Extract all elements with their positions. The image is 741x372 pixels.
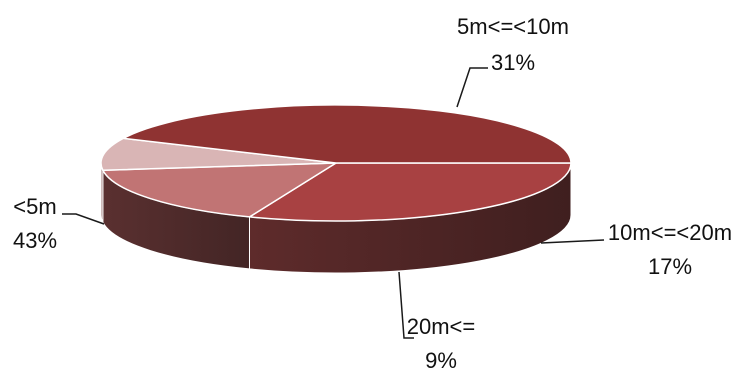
slice-top [248, 162, 572, 222]
slice-top [122, 104, 572, 164]
slice-top [100, 137, 337, 172]
leader-line [456, 67, 488, 108]
slice-top [102, 162, 337, 218]
slice-labels: 5m<=<10m 31% 10m<=<20m 17% 20m<= 9% <5m 43% [13, 14, 732, 372]
slice-category-label: 10m<=<20m [608, 220, 732, 245]
pie-tops [100, 104, 572, 222]
slice-category-label: 5m<=<10m [457, 14, 569, 39]
slice-side [100, 162, 104, 223]
leader-line [398, 271, 414, 339]
slice-category-label: 20m<= [407, 314, 476, 339]
leader-line [540, 239, 605, 244]
slice-percent-label: 43% [13, 228, 57, 253]
slice-category-label: <5m [13, 194, 56, 219]
slice-percent-label: 17% [648, 254, 692, 279]
leader-line [62, 213, 105, 225]
slice-percent-label: 31% [491, 50, 535, 75]
leader-lines [62, 67, 605, 339]
slice-percent-label: 9% [425, 348, 457, 372]
